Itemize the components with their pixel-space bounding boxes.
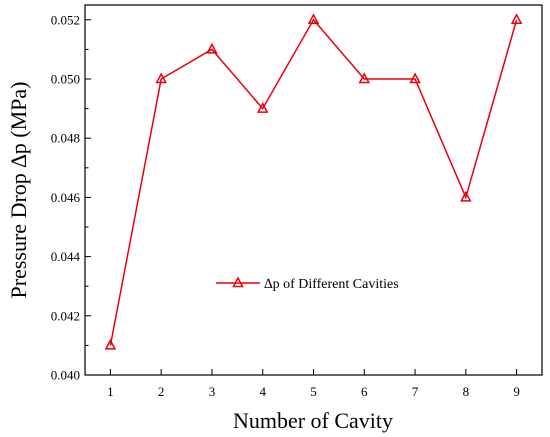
x-tick-label: 8 [463,384,470,399]
y-axis-label: Pressure Drop ∆p (MPa) [6,82,31,299]
series-markers [104,13,523,350]
legend-label: ∆p of Different Cavities [264,277,399,292]
x-tick-label: 7 [412,384,419,399]
y-tick-label: 0.052 [51,12,80,27]
x-tick-label: 1 [107,384,114,399]
data-point-marker [409,72,421,84]
data-point-marker [104,338,117,350]
y-tick-label: 0.050 [51,72,80,87]
y-tick-label: 0.048 [51,131,80,146]
x-tick-label: 2 [158,384,165,399]
y-tick-label: 0.040 [51,368,80,383]
plot-frame [84,4,543,376]
legend: ∆p of Different Cavities [216,276,399,292]
x-tick-label: 5 [310,384,317,399]
data-point-marker [307,13,320,25]
data-point-marker [206,42,218,54]
legend-marker-icon [232,276,244,288]
data-point-marker [358,72,371,84]
y-axis-ticks: 0.040 0.042 0.044 0.046 0.048 0.050 0.052 [51,12,91,383]
y-tick-label: 0.042 [51,308,80,323]
data-point-marker [256,101,269,113]
y-tick-label: 0.044 [51,249,81,264]
data-point-marker [510,13,523,25]
x-tick-label: 9 [513,384,520,399]
x-tick-label: 4 [259,384,266,399]
x-axis-ticks: 1 2 3 4 5 6 7 8 9 [107,369,520,399]
series-line [109,18,518,346]
data-point-marker [155,72,167,84]
y-tick-label: 0.046 [51,190,81,205]
x-axis-label: Number of Cavity [233,408,393,433]
data-point-marker [460,190,472,202]
x-tick-label: 3 [209,384,216,399]
x-tick-label: 6 [361,384,368,399]
